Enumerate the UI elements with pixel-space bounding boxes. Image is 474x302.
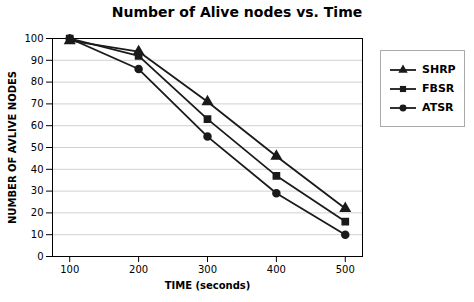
svg-text:200: 200 bbox=[129, 264, 148, 275]
svg-text:100: 100 bbox=[24, 33, 43, 44]
svg-text:10: 10 bbox=[31, 229, 44, 240]
svg-text:70: 70 bbox=[31, 98, 44, 109]
html-text:SHRP: SHRP bbox=[422, 63, 456, 76]
html-text:Number of Alive nodes vs. Time: Number of Alive nodes vs. Time bbox=[111, 4, 363, 20]
svg-text:400: 400 bbox=[267, 264, 286, 275]
svg-text:NUMBER OF AVLIVE NODES: NUMBER OF AVLIVE NODES bbox=[7, 71, 18, 224]
svg-text:20: 20 bbox=[31, 207, 44, 218]
html-text:FBSR: FBSR bbox=[422, 82, 455, 95]
html-text:ATSR: ATSR bbox=[422, 101, 454, 114]
svg-text:500: 500 bbox=[336, 264, 355, 275]
svg-text:100: 100 bbox=[60, 264, 79, 275]
svg-text:40: 40 bbox=[31, 164, 44, 175]
svg-text:50: 50 bbox=[31, 142, 44, 153]
svg-text:300: 300 bbox=[198, 264, 217, 275]
svg-text:TIME (seconds): TIME (seconds) bbox=[165, 280, 251, 291]
svg-text:0: 0 bbox=[37, 251, 43, 262]
svg-text:30: 30 bbox=[31, 185, 44, 196]
svg-text:80: 80 bbox=[31, 76, 44, 87]
svg-text:90: 90 bbox=[31, 55, 44, 66]
svg-text:60: 60 bbox=[31, 120, 44, 131]
